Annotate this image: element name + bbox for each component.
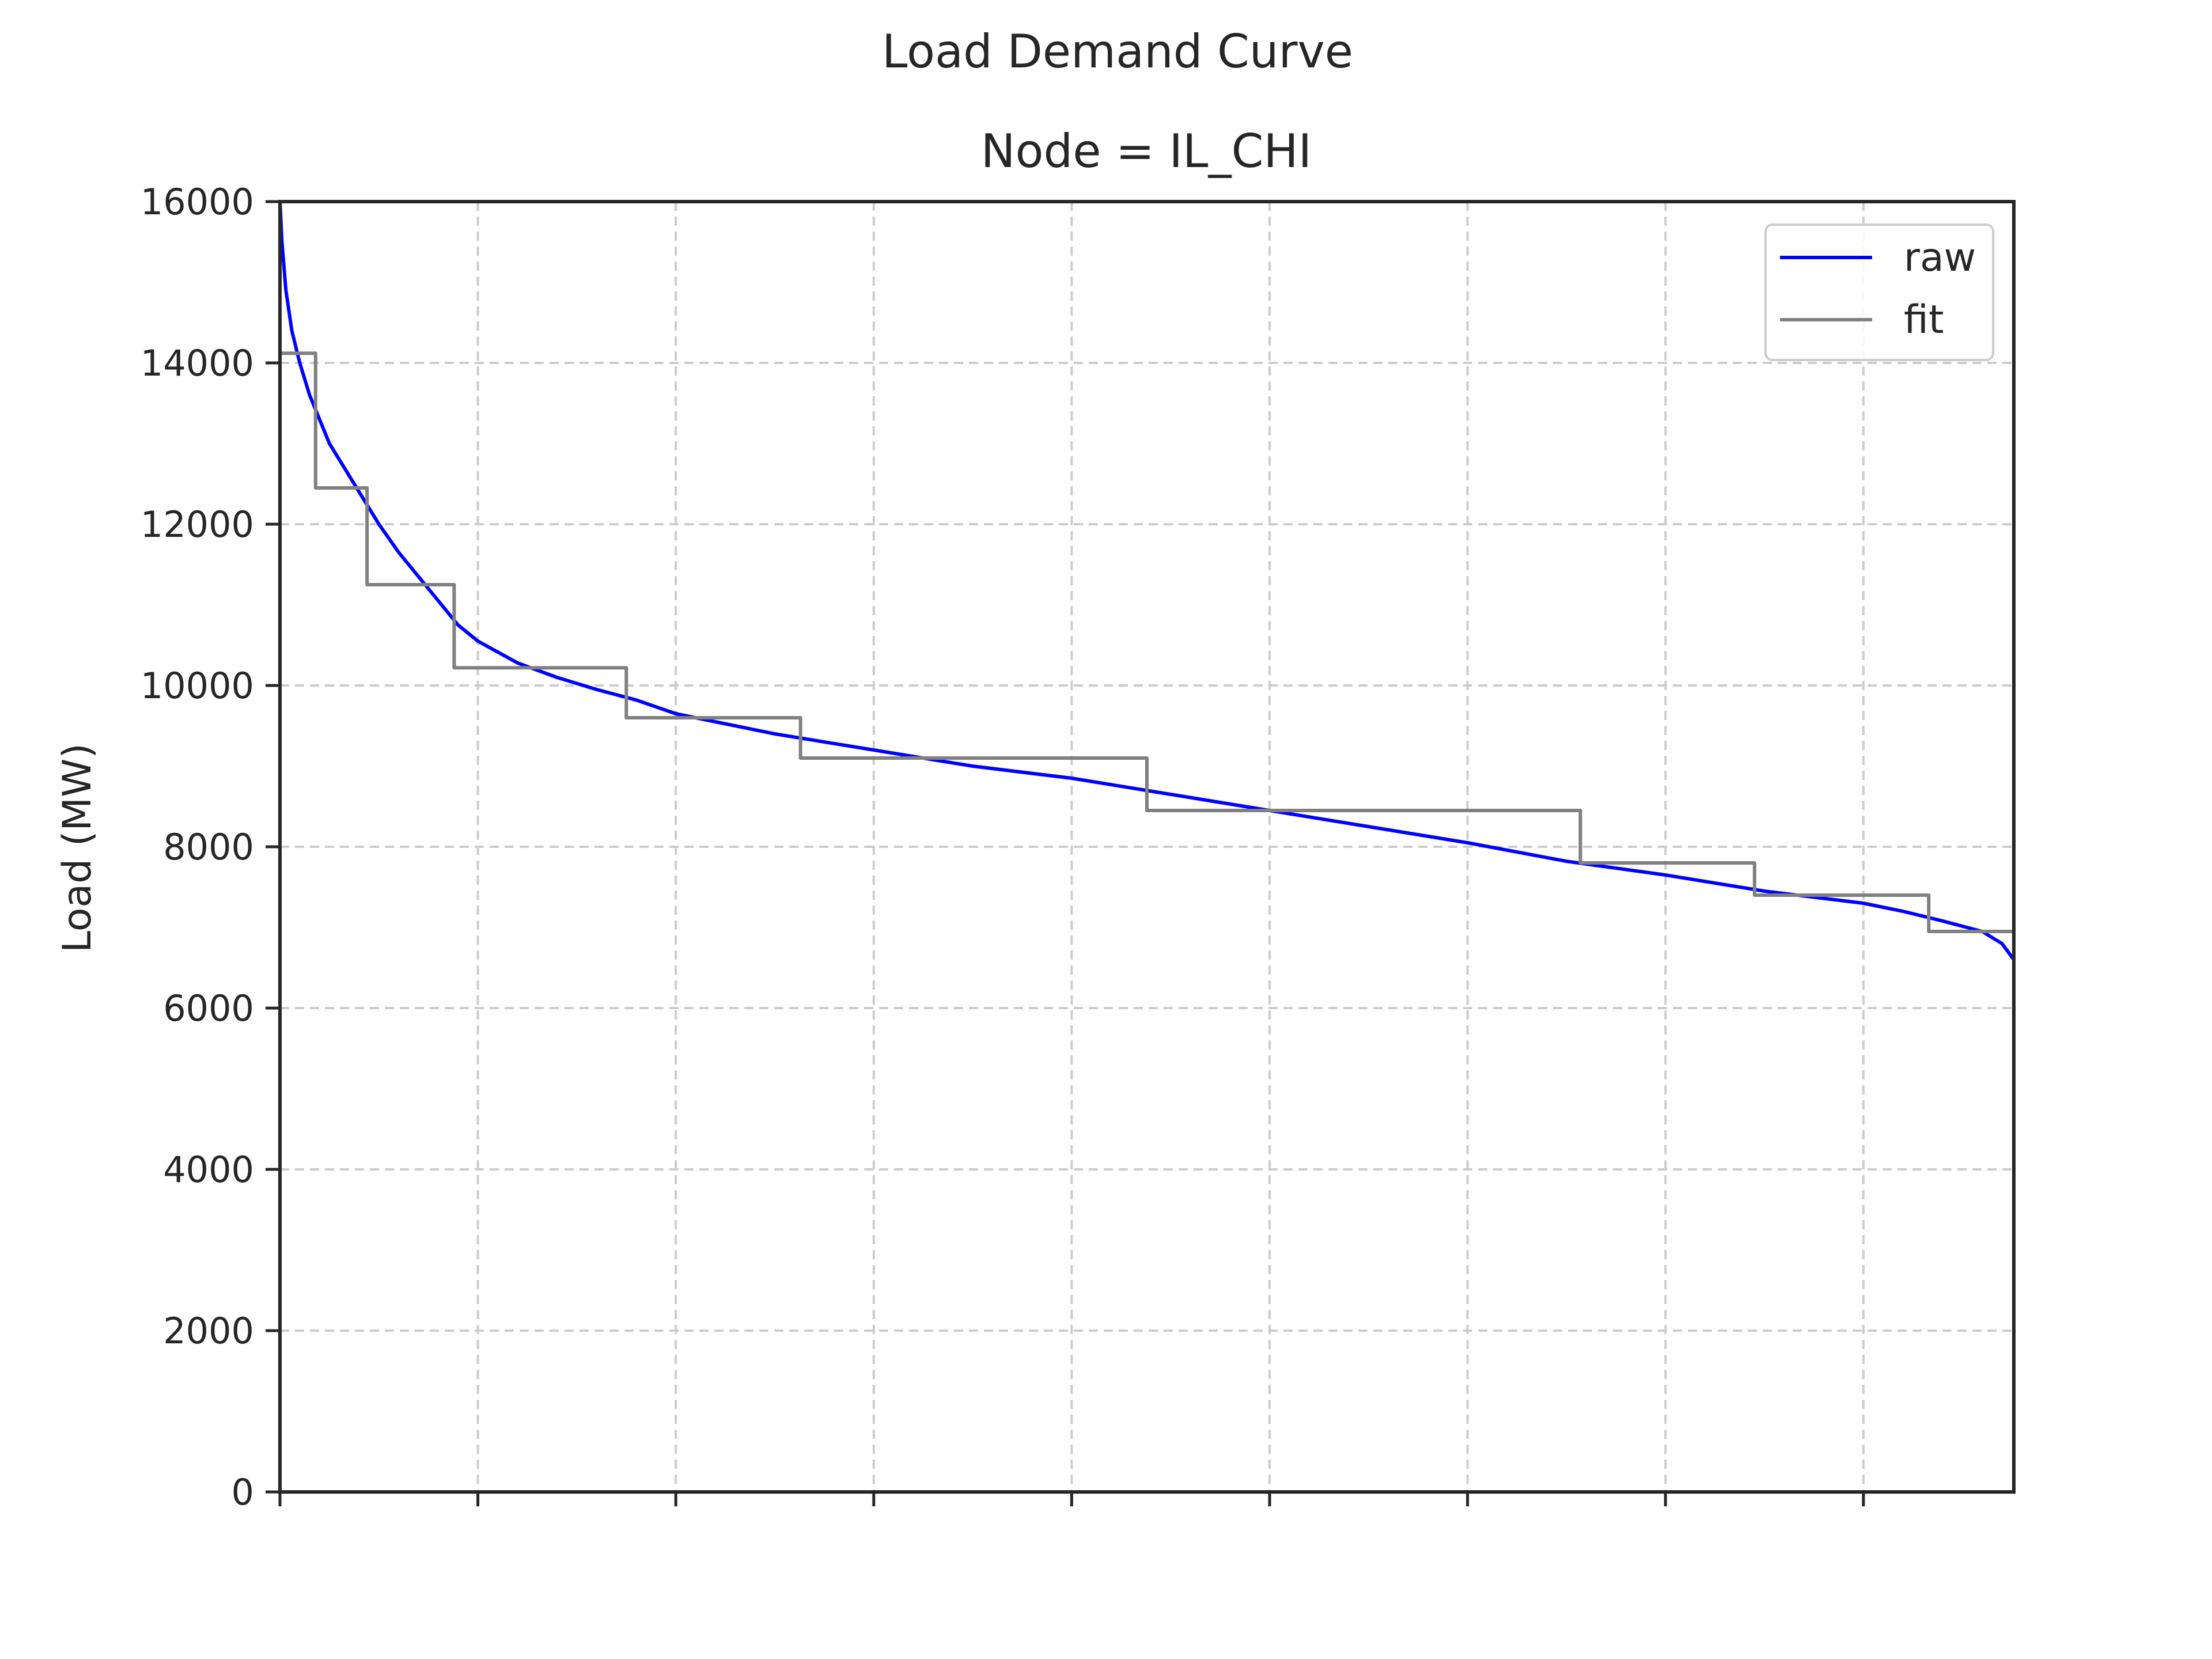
legend-fit-label: fit: [1904, 297, 1944, 343]
y-tick-label: 10000: [141, 665, 254, 707]
chart-title: Node = IL_CHI: [981, 124, 1312, 178]
y-tick-label: 14000: [141, 342, 254, 384]
chart-suptitle: Load Demand Curve: [882, 25, 1353, 78]
y-tick-label: 2000: [163, 1310, 254, 1352]
y-tick-label: 4000: [163, 1149, 254, 1191]
series-fit-line: [280, 351, 2014, 933]
legend: raw fit: [1764, 224, 1994, 361]
y-tick-label: 0: [232, 1471, 254, 1513]
y-tick-label: 8000: [163, 826, 254, 868]
series-raw-line: [278, 201, 2016, 961]
y-tick-label: 16000: [141, 181, 254, 223]
legend-raw-label: raw: [1904, 235, 1976, 281]
axis-ticks: 0 2000 4000 6000 8000 10000 12000 14000 16000: [141, 181, 1865, 1513]
y-tick-label: 12000: [141, 503, 254, 546]
series-lines: [278, 201, 2016, 961]
y-axis-label: Load (MW): [55, 743, 100, 953]
grid-lines: [280, 202, 2014, 1492]
y-tick-label: 6000: [163, 987, 254, 1029]
